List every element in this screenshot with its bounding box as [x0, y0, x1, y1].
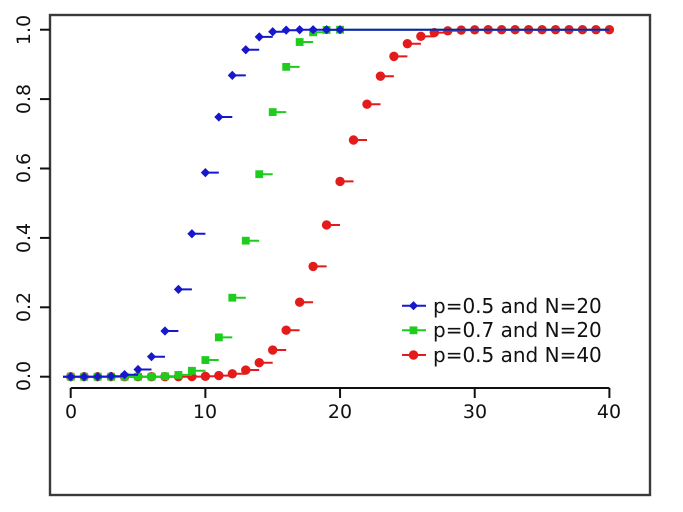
x-tick-label-10: 10 [192, 401, 218, 423]
x-tick-label-0: 0 [64, 401, 78, 423]
y-tick-label-0.0: 0.0 [13, 360, 35, 392]
legend-item-red: p=0.5 and N=40 [433, 343, 602, 367]
y-tick-label-0.4: 0.4 [13, 222, 35, 254]
x-tick-label-20: 20 [327, 401, 353, 423]
legend-item-green: p=0.7 and N=20 [433, 318, 602, 342]
y-tick-label-0.6: 0.6 [13, 152, 35, 184]
x-tick-label-30: 30 [462, 401, 488, 423]
legend-item-blue: p=0.5 and N=20 [433, 294, 602, 318]
x-tick-label-40: 40 [596, 401, 622, 423]
y-tick-label-1.0: 1.0 [13, 14, 35, 46]
y-tick-label-0.2: 0.2 [13, 291, 35, 323]
y-tick-label-0.8: 0.8 [13, 83, 35, 115]
